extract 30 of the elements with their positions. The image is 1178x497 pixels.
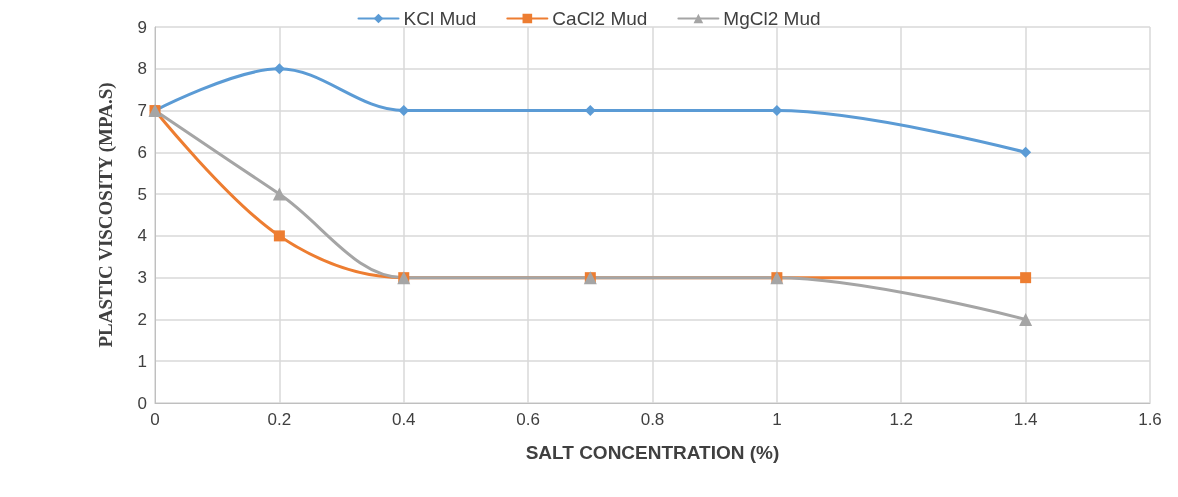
point xyxy=(1020,272,1032,284)
x-tick-label: 1.6 xyxy=(1138,410,1162,429)
y-tick-label: 9 xyxy=(137,17,147,37)
y-tick-label: 6 xyxy=(137,142,147,162)
point xyxy=(273,230,285,242)
point xyxy=(273,63,285,75)
y-tick-label: 0 xyxy=(137,393,147,413)
x-tick-label: 1.2 xyxy=(889,410,914,429)
x-tick-label: 0.6 xyxy=(516,410,540,429)
y-tick-label: 4 xyxy=(137,226,147,246)
y-tick-label: 1 xyxy=(137,351,147,371)
y-tick-label: 7 xyxy=(137,101,147,121)
point xyxy=(1020,146,1032,158)
y-tick-label: 8 xyxy=(137,59,147,79)
x-tick-label: 0.4 xyxy=(391,410,416,429)
x-tick-label: 0.2 xyxy=(267,410,292,429)
x-tick-label: 1.4 xyxy=(1013,410,1038,429)
point xyxy=(1019,312,1033,326)
x-tick-label: 0 xyxy=(150,410,160,429)
y-tick-label: 2 xyxy=(137,309,147,329)
legend-label: CaCl2 Mud xyxy=(552,8,648,29)
x-axis-title: SALT CONCENTRATION (%) xyxy=(525,442,780,463)
legend-label: MgCl2 Mud xyxy=(723,8,821,29)
y-tick-label: 5 xyxy=(137,184,147,204)
point xyxy=(272,187,286,201)
y-axis-title: PLASTIC VISCOSITY (MPA.S) xyxy=(95,82,117,348)
y-tick-label: 3 xyxy=(137,268,147,288)
x-tick-label: 0.8 xyxy=(640,410,665,429)
legend-label: KCl Mud xyxy=(403,8,477,29)
x-tick-label: 1 xyxy=(772,410,782,429)
